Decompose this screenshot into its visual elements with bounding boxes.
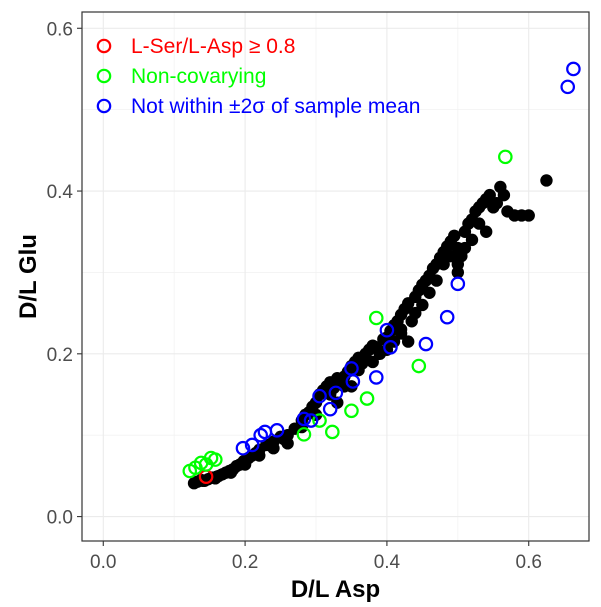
x-axis-title: D/L Asp — [291, 576, 380, 603]
data-points — [182, 61, 581, 490]
data-point — [383, 340, 398, 355]
data-point — [303, 413, 319, 428]
legend-label: Not within ±2σ of sample mean — [131, 95, 420, 118]
data-point — [411, 358, 427, 374]
x-tick-label: 0.2 — [232, 552, 258, 573]
data-point — [439, 309, 455, 325]
data-point — [423, 286, 436, 299]
data-point — [540, 174, 553, 187]
data-point — [465, 233, 479, 247]
data-point — [448, 229, 461, 243]
y-axis-ticks: 0.0 0.2 0.4 0.6 — [47, 19, 82, 529]
legend-marker — [96, 68, 112, 84]
x-tick-label: 0.6 — [516, 552, 542, 573]
data-point — [444, 249, 457, 263]
data-point — [451, 258, 465, 271]
data-point — [253, 449, 266, 462]
data-point — [483, 188, 496, 202]
data-point — [344, 403, 359, 419]
data-point — [450, 276, 466, 292]
major-gridlines — [82, 12, 589, 541]
minor-gridlines — [82, 12, 589, 541]
data-point — [267, 442, 280, 455]
data-point — [235, 440, 251, 456]
data-point — [296, 427, 312, 442]
data-point — [394, 323, 408, 336]
legend-marker — [96, 38, 112, 54]
data-point — [366, 355, 379, 369]
data-point — [325, 424, 340, 440]
x-tick-label: 0.0 — [90, 552, 116, 573]
data-point — [379, 322, 395, 338]
data-point — [368, 310, 384, 326]
data-point — [472, 217, 486, 230]
data-point — [208, 452, 223, 467]
data-point — [416, 298, 429, 312]
y-tick-label: 0.2 — [47, 345, 73, 366]
legend-label: L-Ser/L-Asp ≥ 0.8 — [131, 35, 295, 58]
data-point — [359, 391, 375, 406]
legend-marker — [96, 98, 112, 114]
data-point — [368, 370, 384, 385]
data-point — [322, 401, 338, 417]
data-point — [345, 374, 361, 389]
data-point — [490, 197, 504, 210]
x-tick-label: 0.4 — [374, 552, 401, 573]
data-point — [312, 388, 327, 404]
legend-label: Non-covarying — [131, 65, 266, 88]
data-point — [497, 188, 511, 202]
data-point — [479, 225, 493, 238]
legend: L-Ser/L-Asp ≥ 0.8 Non-covarying Not within… — [96, 35, 420, 118]
data-point — [498, 149, 513, 165]
data-point — [244, 437, 260, 453]
y-tick-label: 0.6 — [47, 19, 73, 40]
data-point — [418, 336, 434, 352]
y-tick-label: 0.4 — [47, 182, 74, 203]
data-point — [224, 466, 238, 479]
x-axis-ticks: 0.0 0.2 0.4 0.6 — [90, 541, 542, 573]
data-point — [401, 335, 415, 348]
data-point — [458, 241, 472, 255]
data-point — [210, 470, 223, 483]
data-point — [409, 306, 422, 320]
data-point — [281, 437, 294, 450]
data-point — [522, 209, 535, 222]
data-point — [437, 258, 450, 271]
y-tick-label: 0.0 — [47, 508, 73, 529]
y-axis-title: D/L Glu — [15, 234, 42, 319]
panel-border — [81, 11, 590, 542]
data-point — [312, 413, 327, 428]
data-point — [430, 274, 443, 287]
data-point — [328, 385, 344, 401]
data-point — [269, 423, 285, 438]
data-point — [296, 411, 312, 427]
data-point — [560, 79, 576, 95]
data-point — [566, 61, 581, 77]
data-point — [238, 458, 252, 471]
